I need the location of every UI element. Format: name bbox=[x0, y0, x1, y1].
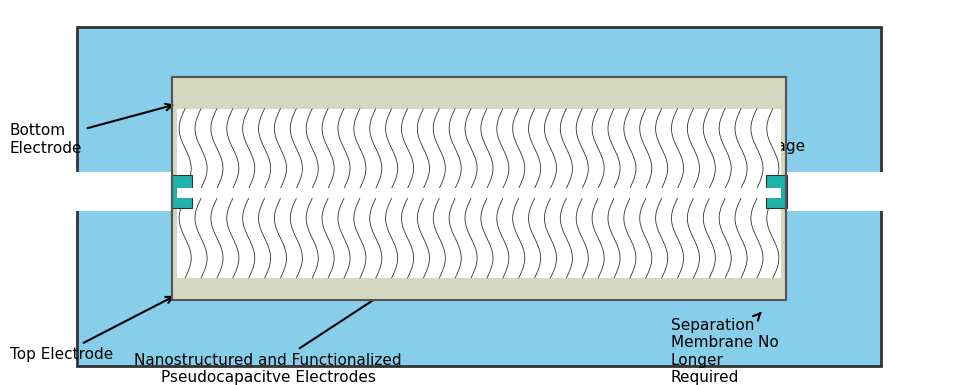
Bar bbox=[177, 198, 781, 278]
Bar bbox=[172, 77, 786, 96]
Bar bbox=[171, 175, 192, 208]
Text: Built-In
Micropackage: Built-In Micropackage bbox=[699, 122, 806, 188]
Text: Bottom
Electrode: Bottom Electrode bbox=[10, 104, 172, 156]
Bar bbox=[177, 188, 781, 198]
Bar bbox=[172, 77, 786, 300]
Bar bbox=[77, 27, 881, 366]
Bar bbox=[172, 281, 786, 300]
Text: Nanostructured and Functionalized
Pseudocapacitve Electrodes: Nanostructured and Functionalized Pseudo… bbox=[134, 284, 402, 385]
Text: Top Electrode: Top Electrode bbox=[10, 297, 172, 362]
Bar bbox=[774, 173, 903, 210]
Text: Separation
Membrane No
Longer
Required: Separation Membrane No Longer Required bbox=[671, 313, 778, 385]
Bar bbox=[766, 175, 787, 208]
Bar bbox=[172, 77, 786, 300]
Bar bbox=[57, 173, 182, 210]
Bar bbox=[177, 109, 781, 188]
